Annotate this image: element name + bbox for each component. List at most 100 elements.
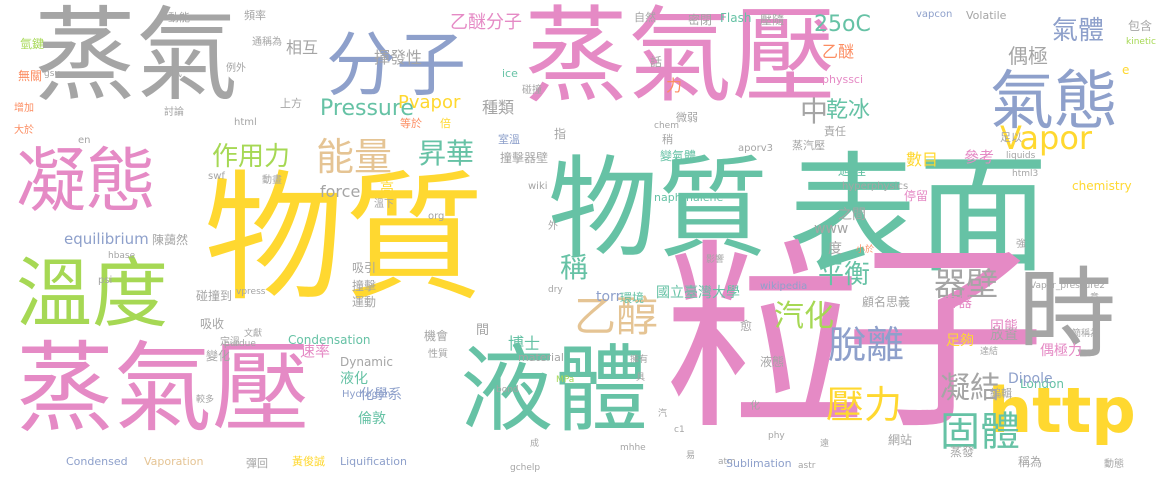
- cloud-word: 遠: [820, 439, 830, 449]
- cloud-word: 數目: [906, 150, 939, 169]
- cloud-word: 蒸發: [950, 445, 975, 459]
- cloud-word: 凝結: [940, 371, 1000, 406]
- cloud-word: www: [814, 221, 849, 237]
- cloud-word: 速率: [300, 342, 331, 360]
- cloud-word: 力: [666, 76, 683, 95]
- cloud-word: 蒸氣壓: [16, 332, 311, 446]
- cloud-word: 擁有: [630, 355, 649, 365]
- cloud-word: chem: [654, 121, 679, 131]
- cloud-word: 愈: [740, 319, 753, 333]
- cloud-word: torr: [596, 289, 622, 305]
- cloud-word: wiki: [528, 181, 548, 192]
- cloud-word: 運動: [352, 295, 377, 309]
- cloud-word: kinetic: [1126, 37, 1156, 47]
- cloud-word: astr: [798, 461, 816, 471]
- cloud-word: 通稱為: [252, 37, 282, 48]
- cloud-word: 低: [170, 65, 183, 79]
- cloud-word: 意: [1090, 293, 1100, 303]
- cloud-word: 溫下: [374, 199, 394, 210]
- cloud-word: 物質: [548, 145, 768, 273]
- cloud-word: 彈回: [246, 457, 268, 470]
- cloud-word: http: [988, 374, 1136, 447]
- cloud-word: 密閉: [688, 13, 713, 27]
- cloud-word: html3: [1012, 169, 1039, 179]
- cloud-word: 蒸氣: [34, 0, 238, 116]
- cloud-word: 黃俊誠: [292, 455, 325, 468]
- cloud-word: 外: [548, 221, 558, 232]
- cloud-word: 之間: [838, 207, 866, 223]
- cloud-word: hyperphysics: [842, 181, 909, 192]
- cloud-word: 溫度: [16, 249, 168, 338]
- cloud-word: 討論: [164, 107, 184, 118]
- cloud-word: 性質: [428, 349, 448, 360]
- cloud-word: 放置: [990, 327, 1018, 343]
- cloud-word: 液態: [760, 355, 785, 369]
- cloud-word: 相互: [286, 38, 319, 57]
- cloud-word: 包含: [1128, 19, 1153, 33]
- cloud-word: mhhe: [620, 443, 646, 453]
- cloud-word: atm: [718, 457, 736, 467]
- cloud-word: 粒子: [664, 221, 1046, 457]
- cloud-word: Condensed: [66, 455, 128, 468]
- cloud-word: 較多: [196, 395, 215, 405]
- cloud-word: vapcon: [916, 9, 953, 20]
- cloud-word: 高: [380, 181, 394, 197]
- cloud-word: 責任: [824, 125, 846, 138]
- cloud-word: 脫離: [828, 323, 905, 367]
- cloud-word: 小於: [856, 245, 875, 255]
- cloud-word: 固體: [940, 409, 1020, 455]
- cloud-word: 具: [636, 373, 646, 383]
- cloud-word: 簡稱為: [1072, 329, 1100, 339]
- cloud-word: Volatile: [966, 9, 1007, 22]
- cloud-word: 氣體: [1052, 16, 1105, 46]
- cloud-word: vpress: [236, 287, 266, 297]
- cloud-word: 分子: [326, 24, 466, 106]
- cloud-word: 動能: [168, 11, 190, 24]
- cloud-word: 液化: [340, 371, 368, 387]
- cloud-word: 撞擊: [352, 279, 377, 293]
- cloud-word: 種類: [482, 98, 515, 117]
- cloud-word: 偶極: [1008, 44, 1048, 68]
- cloud-word: 博士: [508, 334, 541, 353]
- cloud-word: 時: [1018, 258, 1117, 372]
- cloud-word: Dynamic: [340, 355, 393, 369]
- cloud-word: purdue: [224, 339, 256, 349]
- cloud-word: 話: [650, 55, 663, 69]
- cloud-word: 參考: [964, 148, 995, 166]
- cloud-word: 強: [1016, 239, 1026, 250]
- cloud-word: 稍: [662, 133, 673, 146]
- cloud-word: 汽: [658, 409, 668, 419]
- cloud-word: 壓力: [826, 383, 903, 427]
- cloud-word: 作用力: [212, 142, 291, 172]
- cloud-word: 乙醚分子: [450, 12, 522, 33]
- cloud-word: 器壁: [934, 265, 999, 303]
- cloud-word: Vapor: [1000, 119, 1093, 157]
- cloud-word: 無關: [18, 69, 43, 83]
- cloud-word: 倫敦: [358, 411, 386, 427]
- cloud-word: 機會: [424, 329, 449, 343]
- cloud-word: Pressure: [320, 96, 414, 121]
- cloud-word: Hydrogen: [342, 389, 391, 400]
- cloud-word: 碰撞到: [196, 289, 233, 303]
- cloud-word: 偶極力: [1040, 343, 1082, 359]
- cloud-word: 度: [828, 241, 842, 257]
- cloud-word: 化: [750, 401, 760, 412]
- cloud-word: 汽化: [774, 299, 834, 334]
- cloud-word: 環境: [620, 291, 645, 305]
- cloud-word: 微弱: [676, 111, 698, 124]
- cloud-word: 影響: [706, 255, 725, 265]
- cloud-word: html: [234, 117, 257, 128]
- cloud-word: liquids: [1006, 151, 1036, 161]
- cloud-word: equilibrium: [64, 230, 149, 248]
- cloud-word: 能量: [316, 135, 393, 179]
- cloud-word: 氣態: [990, 65, 1118, 139]
- cloud-word: gsu: [44, 69, 61, 79]
- cloud-word: 上方: [280, 97, 302, 110]
- cloud-word: Sublimation: [726, 457, 792, 470]
- cloud-word: 昇華: [418, 137, 475, 170]
- cloud-word: 足以: [1000, 131, 1022, 144]
- cloud-word: 化學系: [360, 387, 402, 403]
- cloud-word: en: [78, 135, 91, 146]
- cloud-word: ice: [502, 67, 518, 80]
